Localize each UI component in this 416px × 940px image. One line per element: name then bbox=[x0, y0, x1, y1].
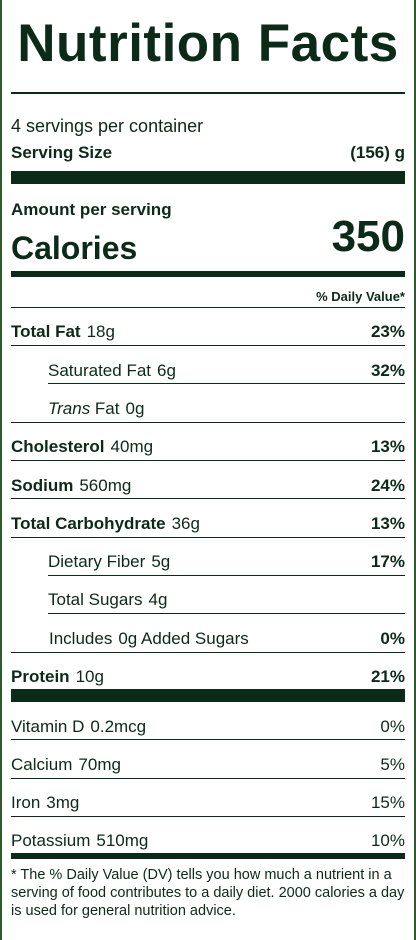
divider bbox=[11, 307, 405, 308]
footnote-divider bbox=[11, 853, 405, 859]
daily-value-footnote: * The % Daily Value (DV) tells you how m… bbox=[11, 867, 405, 919]
daily-value-header: % Daily Value* bbox=[316, 289, 405, 304]
divider bbox=[11, 816, 405, 817]
nutrient-dv: 13% bbox=[370, 514, 405, 533]
vitamin-name: Iron 3mg bbox=[11, 793, 80, 812]
divider bbox=[11, 498, 405, 499]
nutrient-name: Includes 0g Added Sugars bbox=[49, 629, 249, 648]
vitamin-dv: 0% bbox=[380, 717, 405, 736]
servings-per-container: 4 servings per container bbox=[11, 116, 204, 136]
vitamin-row-iron: Iron 3mg 15% bbox=[11, 791, 405, 815]
calories-label: Calories bbox=[11, 230, 138, 266]
vitamin-name: Calcium 70mg bbox=[11, 755, 121, 774]
vitamin-name: Potassium 510mg bbox=[11, 831, 149, 850]
nutrient-dv: 23% bbox=[370, 322, 405, 341]
vitamin-dv: 10% bbox=[370, 831, 405, 850]
nutrient-row-total-fat: Total Fat 18g 23% bbox=[11, 320, 405, 344]
divider bbox=[11, 652, 405, 653]
nutrient-name: Dietary Fiber 5g bbox=[48, 552, 171, 571]
vitamin-dv: 15% bbox=[370, 793, 405, 812]
nutrient-row-total-carbohydrate: Total Carbohydrate 36g 13% bbox=[11, 512, 405, 536]
nutrient-dv: 17% bbox=[370, 552, 405, 571]
divider bbox=[11, 739, 405, 740]
serving-size-value: (156) g bbox=[350, 143, 405, 162]
divider bbox=[11, 537, 405, 538]
divider bbox=[48, 383, 405, 384]
calories-divider bbox=[11, 271, 405, 277]
nutrient-dv: 0% bbox=[380, 629, 405, 648]
vitamin-dv: 5% bbox=[380, 755, 405, 774]
nutrient-dv: 24% bbox=[370, 476, 405, 495]
nutrient-row-protein: Protein 10g 21% bbox=[11, 665, 405, 689]
label-title: Nutrition Facts bbox=[17, 14, 399, 73]
title-divider bbox=[11, 92, 405, 94]
divider bbox=[11, 778, 405, 779]
nutrient-name: Protein 10g bbox=[11, 667, 104, 686]
nutrient-name: Trans Fat 0g bbox=[48, 399, 145, 418]
nutrient-row-cholesterol: Cholesterol 40mg 13% bbox=[11, 435, 405, 459]
nutrient-row-trans-fat: Trans Fat 0g bbox=[11, 397, 405, 421]
vitamin-name: Vitamin D 0.2mcg bbox=[11, 717, 147, 736]
nutrient-row-sodium: Sodium 560mg 24% bbox=[11, 474, 405, 498]
thick-divider-top bbox=[11, 171, 405, 184]
vitamin-row-calcium: Calcium 70mg 5% bbox=[11, 753, 405, 777]
nutrient-name: Cholesterol 40mg bbox=[11, 437, 154, 456]
nutrient-name: Saturated Fat 6g bbox=[48, 361, 176, 380]
nutrient-dv: 21% bbox=[370, 667, 405, 686]
vitamin-row-potassium: Potassium 510mg 10% bbox=[11, 829, 405, 853]
nutrient-dv: 32% bbox=[370, 361, 405, 380]
nutrient-name: Total Carbohydrate 36g bbox=[11, 514, 200, 533]
divider bbox=[48, 575, 405, 576]
nutrient-row-saturated-fat: Saturated Fat 6g 32% bbox=[11, 359, 405, 383]
divider bbox=[11, 422, 405, 423]
divider bbox=[11, 460, 405, 461]
thick-divider-vitamins bbox=[11, 689, 405, 702]
vitamin-row-vitamin-d: Vitamin D 0.2mcg 0% bbox=[11, 715, 405, 739]
divider bbox=[48, 613, 405, 614]
serving-size-label: Serving Size bbox=[11, 143, 113, 162]
nutrient-name: Total Fat 18g bbox=[11, 322, 115, 341]
calories-value: 350 bbox=[331, 212, 405, 261]
amount-per-serving: Amount per serving bbox=[11, 200, 172, 219]
nutrient-row-total-sugars: Total Sugars 4g bbox=[11, 588, 405, 612]
nutrient-name: Sodium 560mg bbox=[11, 476, 132, 495]
nutrient-name: Total Sugars 4g bbox=[48, 590, 168, 609]
divider bbox=[11, 345, 405, 346]
nutrient-row-added-sugars: Includes 0g Added Sugars 0% bbox=[11, 627, 405, 651]
nutrient-dv: 13% bbox=[370, 437, 405, 456]
nutrient-row-dietary-fiber: Dietary Fiber 5g 17% bbox=[11, 550, 405, 574]
